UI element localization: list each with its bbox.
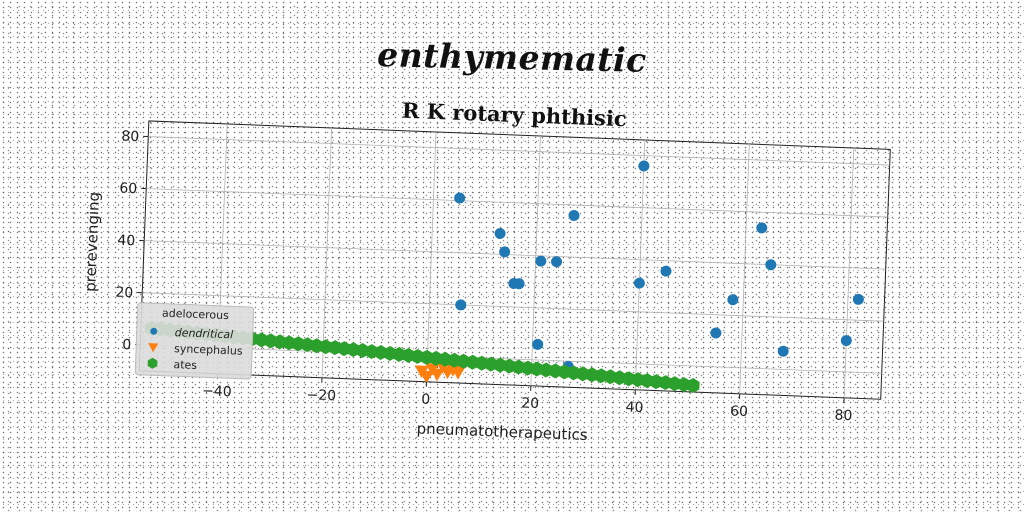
- plot-area: [138, 120, 891, 400]
- legend-marker-ates: [147, 357, 158, 369]
- dendritical-point: [840, 335, 852, 347]
- grid-line-y: [142, 292, 884, 322]
- x-tick-label: 20: [521, 395, 539, 412]
- legend-box: [134, 302, 255, 380]
- x-tick-label: 80: [834, 407, 852, 424]
- dendritical-point: [532, 338, 544, 350]
- dendritical-point: [455, 299, 467, 311]
- y-tick-label: 20: [115, 285, 133, 302]
- legend-marker-syncephalus: [148, 343, 159, 353]
- dendritical-point: [765, 259, 777, 271]
- grid-line-x: [843, 148, 855, 398]
- x-tick-label: −20: [306, 387, 336, 404]
- grid-line-y: [140, 344, 882, 374]
- syncephalus-point: [451, 366, 466, 380]
- dendritical-point: [710, 327, 722, 339]
- grid-line-x: [426, 131, 437, 382]
- dendritical-point: [568, 209, 580, 221]
- syncephalus-point: [419, 370, 434, 384]
- legend-marker-dendritical: [150, 327, 158, 335]
- dendritical-point: [454, 192, 466, 204]
- grid-line-y: [148, 136, 890, 166]
- x-tick-label: 60: [730, 403, 748, 420]
- dendritical-point: [513, 278, 525, 290]
- legend-label-ates: ates: [173, 358, 197, 372]
- grid-line-x: [321, 127, 332, 378]
- dendritical-point: [499, 246, 511, 258]
- dendritical-point: [852, 293, 864, 305]
- syncephalus-point: [430, 368, 445, 382]
- legend-title: adelocerous: [162, 307, 230, 323]
- x-tick-label: 0: [421, 392, 431, 408]
- dendritical-point: [660, 265, 672, 277]
- dendritical-point: [494, 227, 506, 239]
- x-tick-label: −40: [202, 383, 232, 400]
- dendritical-point: [638, 160, 650, 172]
- y-axis-label: prerevenging: [81, 192, 103, 293]
- dendritical-point: [756, 222, 768, 234]
- legend-label-syncephalus: syncephalus: [174, 342, 243, 358]
- grid-line-y: [146, 188, 888, 218]
- legend-label-dendritical: dendritical: [174, 326, 233, 341]
- series-dendritical: [454, 160, 864, 372]
- y-tick-label: 40: [117, 233, 135, 250]
- grid-line-x: [634, 139, 646, 390]
- y-tick-label: 0: [122, 337, 132, 353]
- x-axis-label: pneumatotherapeutics: [416, 419, 588, 444]
- dendritical-point: [727, 294, 739, 306]
- ticks: −40 −20 0 20 40 60 80 0 20 40 60 80: [115, 129, 853, 425]
- y-tick-label: 60: [119, 181, 137, 198]
- dendritical-point: [551, 256, 563, 268]
- grid-line-x: [739, 143, 750, 394]
- dendritical-point: [535, 255, 547, 267]
- y-tick-label: 80: [121, 129, 139, 146]
- series-syncephalus: [414, 360, 466, 384]
- chart-title: R K rotary phthisic: [402, 98, 628, 132]
- dendritical-point: [777, 345, 789, 357]
- grid-line-y: [144, 240, 886, 270]
- dendritical-point: [633, 277, 645, 289]
- x-tick-label: 40: [625, 399, 643, 416]
- ates-point: [686, 378, 700, 394]
